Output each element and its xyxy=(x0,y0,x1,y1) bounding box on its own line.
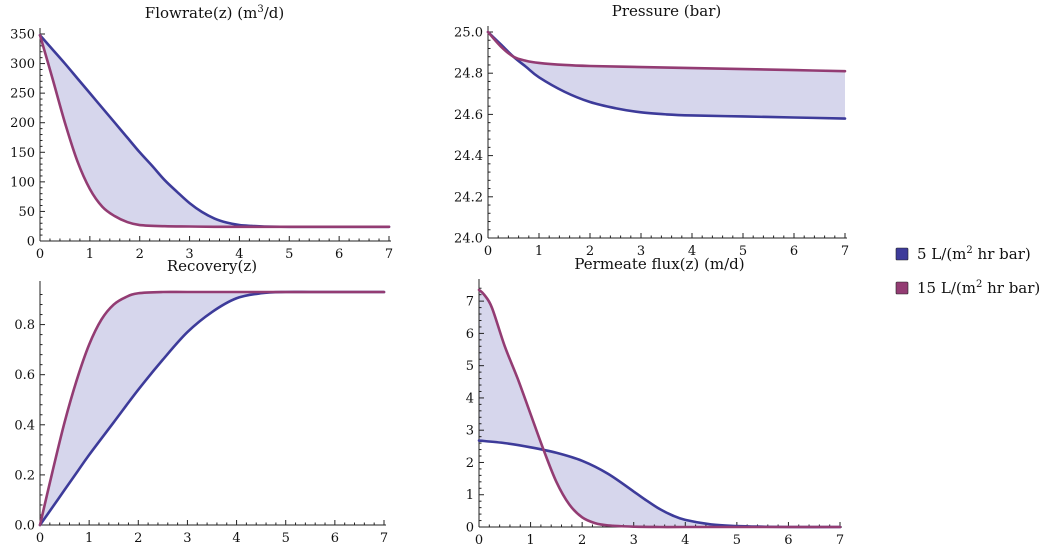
pressure-x-tick-label: 2 xyxy=(586,244,594,259)
legend-label-low: 5 L/(m xyxy=(917,245,966,263)
legend-item-high[interactable]: 15 L/(m2 hr bar) xyxy=(895,279,1040,297)
flowrate-x-tick-label: 4 xyxy=(235,247,243,262)
permeate-flux-y-tick-label: 4 xyxy=(466,391,474,406)
legend-swatch-low xyxy=(895,247,909,261)
legend-label-high-sup: 2 xyxy=(976,279,982,290)
pressure-title: Pressure (bar) xyxy=(612,2,721,20)
permeate-flux-y-tick-label: 6 xyxy=(466,327,474,342)
recovery-title: Recovery(z) xyxy=(167,257,257,275)
pressure-series-high-line xyxy=(486,30,847,73)
permeate-flux-x-tick-label: 6 xyxy=(784,533,792,548)
pressure-y-tick-label: 25.0 xyxy=(454,26,483,41)
recovery-x-tick-label: 1 xyxy=(85,531,93,546)
permeate-flux-y-tick-label: 2 xyxy=(466,456,474,471)
pressure-y-tick-label: 24.4 xyxy=(454,149,483,164)
flowrate-chart: Flowrate(z) (m3/d) 0 1 2 3 4 5 6 7 0 50 100 150 200 25… xyxy=(10,4,393,262)
flowrate-x-tick-label: 2 xyxy=(136,247,144,262)
permeate-flux-y-tick-label: 0 xyxy=(466,521,474,536)
flowrate-y-tick-label: 0 xyxy=(27,235,35,250)
recovery-filled-region xyxy=(40,292,384,525)
pressure-y-tick-label: 24.6 xyxy=(454,108,483,123)
pressure-y-tick-label: 24.2 xyxy=(454,190,483,205)
permeate-flux-x-tick-label: 0 xyxy=(475,533,483,548)
pressure-x-tick-label: 4 xyxy=(688,244,696,259)
pressure-x-tick-label: 1 xyxy=(535,244,543,259)
flowrate-title: Flowrate(z) (m3/d) xyxy=(145,4,284,22)
recovery-y-tick-label: 0.6 xyxy=(14,368,35,383)
legend-item-low[interactable]: 5 L/(m2 hr bar) xyxy=(895,245,1031,263)
flowrate-x-tick-label: 6 xyxy=(335,247,343,262)
recovery-x-tick-label: 4 xyxy=(232,531,240,546)
legend-swatch-high xyxy=(895,281,909,295)
legend: 5 L/(m2 hr bar) 15 L/(m2 hr bar) xyxy=(895,245,1040,297)
permeate-flux-x-tick-label: 1 xyxy=(526,533,534,548)
recovery-y-tick-label: 0.8 xyxy=(14,318,35,333)
permeate-flux-y-tick-label: 1 xyxy=(466,488,474,503)
legend-label-low-sup: 2 xyxy=(966,245,972,256)
flowrate-x-tick-label: 1 xyxy=(86,247,94,262)
flowrate-y-tick-label: 300 xyxy=(10,57,35,72)
recovery-x-tick-label: 6 xyxy=(331,531,339,546)
permeate-flux-series-high-line xyxy=(477,288,842,529)
recovery-x-tick-label: 3 xyxy=(183,531,191,546)
recovery-series-high-line xyxy=(38,290,386,527)
permeate-flux-y-tick-label: 3 xyxy=(466,424,474,439)
recovery-y-tick-label: 0.0 xyxy=(14,519,35,534)
flowrate-y-tick-label: 50 xyxy=(18,205,35,220)
flowrate-y-tick-label: 200 xyxy=(10,116,35,131)
pressure-chart: Pressure (bar) 0 1 2 3 4 5 6 7 24.0 24.2 24.4 24.6 24… xyxy=(454,2,849,259)
svg-text:5 L/(m2 hr bar): 5 L/(m2 hr bar) xyxy=(917,245,1031,263)
permeate-flux-title: Permeate flux(z) (m/d) xyxy=(574,255,744,273)
flowrate-filled-region xyxy=(40,35,389,227)
flowrate-x-tick-label: 0 xyxy=(36,247,44,262)
pressure-y-tick-label: 24.8 xyxy=(454,67,483,82)
legend-label-high: 15 L/(m xyxy=(917,279,976,297)
svg-text:15 L/(m2 hr bar): 15 L/(m2 hr bar) xyxy=(917,279,1040,297)
permeate-flux-x-tick-label: 3 xyxy=(630,533,638,548)
pressure-x-tick-label: 7 xyxy=(841,244,849,259)
flowrate-series-high-line xyxy=(38,33,391,229)
permeate-flux-y-tick-label: 5 xyxy=(466,359,474,374)
recovery-x-tick-label: 7 xyxy=(380,531,388,546)
recovery-y-tick-label: 0.4 xyxy=(14,418,35,433)
recovery-x-tick-label: 5 xyxy=(282,531,290,546)
pressure-x-tick-label: 0 xyxy=(484,244,492,259)
permeate-flux-x-tick-label: 2 xyxy=(578,533,586,548)
recovery-x-tick-label: 0 xyxy=(36,531,44,546)
pressure-x-tick-label: 6 xyxy=(790,244,798,259)
flowrate-y-tick-label: 250 xyxy=(10,87,35,102)
permeate-flux-filled-region xyxy=(479,289,840,527)
permeate-flux-x-tick-label: 5 xyxy=(733,533,741,548)
recovery-y-tick-label: 0.2 xyxy=(14,468,35,483)
flowrate-x-tick-label: 5 xyxy=(285,247,293,262)
pressure-y-tick-label: 24.0 xyxy=(454,232,483,247)
legend-label-low-suffix: hr bar) xyxy=(973,245,1031,263)
pressure-x-tick-label: 3 xyxy=(637,244,645,259)
permeate-flux-x-tick-label: 4 xyxy=(681,533,689,548)
recovery-chart: Recovery(z) 0 1 2 3 4 5 6 7 0.0 0.2 0.4 0.6 0.8 xyxy=(14,257,388,546)
flowrate-x-tick-label: 3 xyxy=(185,247,193,262)
pressure-filled-region xyxy=(488,32,845,119)
pressure-x-tick-label: 5 xyxy=(739,244,747,259)
flowrate-y-tick-label: 150 xyxy=(10,146,35,161)
permeate-flux-x-tick-label: 7 xyxy=(836,533,844,548)
legend-label-high-suffix: hr bar) xyxy=(982,279,1040,297)
flowrate-x-tick-label: 7 xyxy=(385,247,393,262)
recovery-x-tick-label: 2 xyxy=(134,531,142,546)
flowrate-y-tick-label: 350 xyxy=(10,28,35,43)
permeate-flux-chart: Permeate flux(z) (m/d) 0 1 2 3 4 5 6 7 0 1 2 3 4 5 6 7 xyxy=(466,255,844,548)
permeate-flux-y-tick-label: 7 xyxy=(466,295,474,310)
flowrate-y-tick-label: 100 xyxy=(10,175,35,190)
